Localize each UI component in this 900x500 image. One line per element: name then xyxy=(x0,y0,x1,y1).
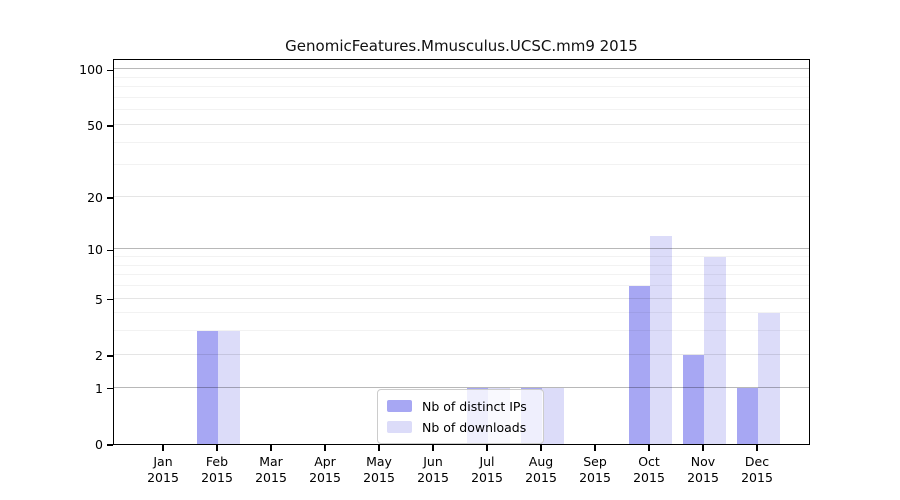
x-tick-year: 2015 xyxy=(741,470,773,485)
x-tick-mark-jun xyxy=(432,445,434,451)
bar-downloads-feb xyxy=(218,331,240,444)
x-tick-label-aug: Aug 2015 xyxy=(511,454,571,486)
gridline-y-40 xyxy=(114,141,809,143)
x-tick-label-nov: Nov 2015 xyxy=(673,454,733,486)
plot-area xyxy=(113,59,810,445)
legend-item-downloads: Nb of downloads xyxy=(387,418,534,436)
bar-downloads-dec xyxy=(758,313,780,444)
x-tick-year: 2015 xyxy=(525,470,557,485)
x-tick-year: 2015 xyxy=(633,470,665,485)
y-tick-mark-2 xyxy=(107,355,113,357)
x-tick-year: 2015 xyxy=(147,470,179,485)
gridline-y-70 xyxy=(114,97,809,98)
x-tick-label-mar: Mar 2015 xyxy=(241,454,301,486)
bar-distinct-ips-feb xyxy=(196,331,218,444)
x-tick-year: 2015 xyxy=(363,470,395,485)
y-tick-mark-50 xyxy=(107,125,113,127)
chart-title: GenomicFeatures.Mmusculus.UCSC.mm9 2015 xyxy=(285,37,638,55)
x-tick-mark-mar xyxy=(270,445,272,451)
y-tick-mark-0 xyxy=(107,444,113,446)
x-tick-mark-apr xyxy=(324,445,326,451)
bar-distinct-ips-nov xyxy=(682,354,704,444)
x-tick-mark-nov xyxy=(702,445,704,451)
bar-distinct-ips-dec xyxy=(736,387,758,444)
x-tick-label-sep: Sep 2015 xyxy=(565,454,625,486)
gridline-y-50 xyxy=(114,123,809,125)
gridline-y-80 xyxy=(114,86,809,88)
gridline-y-10 xyxy=(114,248,809,250)
y-tick-label-10: 10 xyxy=(87,242,103,258)
bar-downloads-aug xyxy=(542,387,564,444)
bar-downloads-nov xyxy=(704,257,726,444)
x-tick-year: 2015 xyxy=(687,470,719,485)
legend-swatch-distinct-ips xyxy=(387,400,412,412)
bar-downloads-oct xyxy=(650,235,672,444)
y-tick-mark-100 xyxy=(107,69,113,72)
y-tick-label-0: 0 xyxy=(95,437,103,452)
gridline-y-100 xyxy=(114,68,809,70)
gridline-y-60 xyxy=(114,109,809,111)
x-tick-year: 2015 xyxy=(417,470,449,485)
y-tick-label-50: 50 xyxy=(87,117,103,133)
y-tick-mark-20 xyxy=(107,197,113,199)
y-tick-mark-1 xyxy=(107,388,113,390)
x-tick-year: 2015 xyxy=(309,470,341,485)
x-tick-label-jul: Jul 2015 xyxy=(457,454,517,486)
x-tick-year: 2015 xyxy=(201,470,233,485)
x-tick-label-jan: Jan 2015 xyxy=(133,454,193,486)
y-tick-mark-5 xyxy=(107,298,113,301)
legend: Nb of distinct IPs Nb of downloads xyxy=(377,389,544,444)
gridline-y-30 xyxy=(114,164,809,166)
y-tick-label-5: 5 xyxy=(95,291,103,307)
x-tick-mark-oct xyxy=(648,445,650,451)
y-tick-label-100: 100 xyxy=(79,62,103,78)
y-tick-label-1: 1 xyxy=(95,380,103,396)
x-tick-year: 2015 xyxy=(255,470,287,485)
x-tick-mark-sep xyxy=(594,445,596,451)
y-tick-label-20: 20 xyxy=(87,189,103,205)
x-tick-mark-feb xyxy=(216,445,218,451)
x-tick-label-jun: Jun 2015 xyxy=(403,454,463,486)
x-tick-year: 2015 xyxy=(471,470,503,485)
y-tick-label-2: 2 xyxy=(95,347,103,363)
gridline-y-20 xyxy=(114,195,809,197)
x-tick-label-feb: Feb 2015 xyxy=(187,454,247,486)
x-tick-mark-jul xyxy=(486,445,488,451)
x-tick-label-dec: Dec 2015 xyxy=(727,454,787,486)
x-tick-mark-jan xyxy=(162,445,164,451)
y-tick-mark-10 xyxy=(107,249,113,252)
gridline-y-90 xyxy=(114,76,809,78)
legend-item-distinct-ips: Nb of distinct IPs xyxy=(387,397,534,415)
legend-swatch-downloads xyxy=(387,421,412,433)
x-tick-mark-may xyxy=(378,445,380,451)
x-tick-mark-dec xyxy=(756,445,758,451)
bar-distinct-ips-oct xyxy=(628,286,650,444)
legend-label-downloads: Nb of downloads xyxy=(422,419,527,435)
x-tick-label-may: May 2015 xyxy=(349,454,409,486)
x-tick-year: 2015 xyxy=(579,470,611,485)
x-tick-label-oct: Oct 2015 xyxy=(619,454,679,486)
x-tick-mark-aug xyxy=(540,445,542,451)
x-tick-label-apr: Apr 2015 xyxy=(295,454,355,486)
legend-label-distinct-ips: Nb of distinct IPs xyxy=(422,398,527,414)
